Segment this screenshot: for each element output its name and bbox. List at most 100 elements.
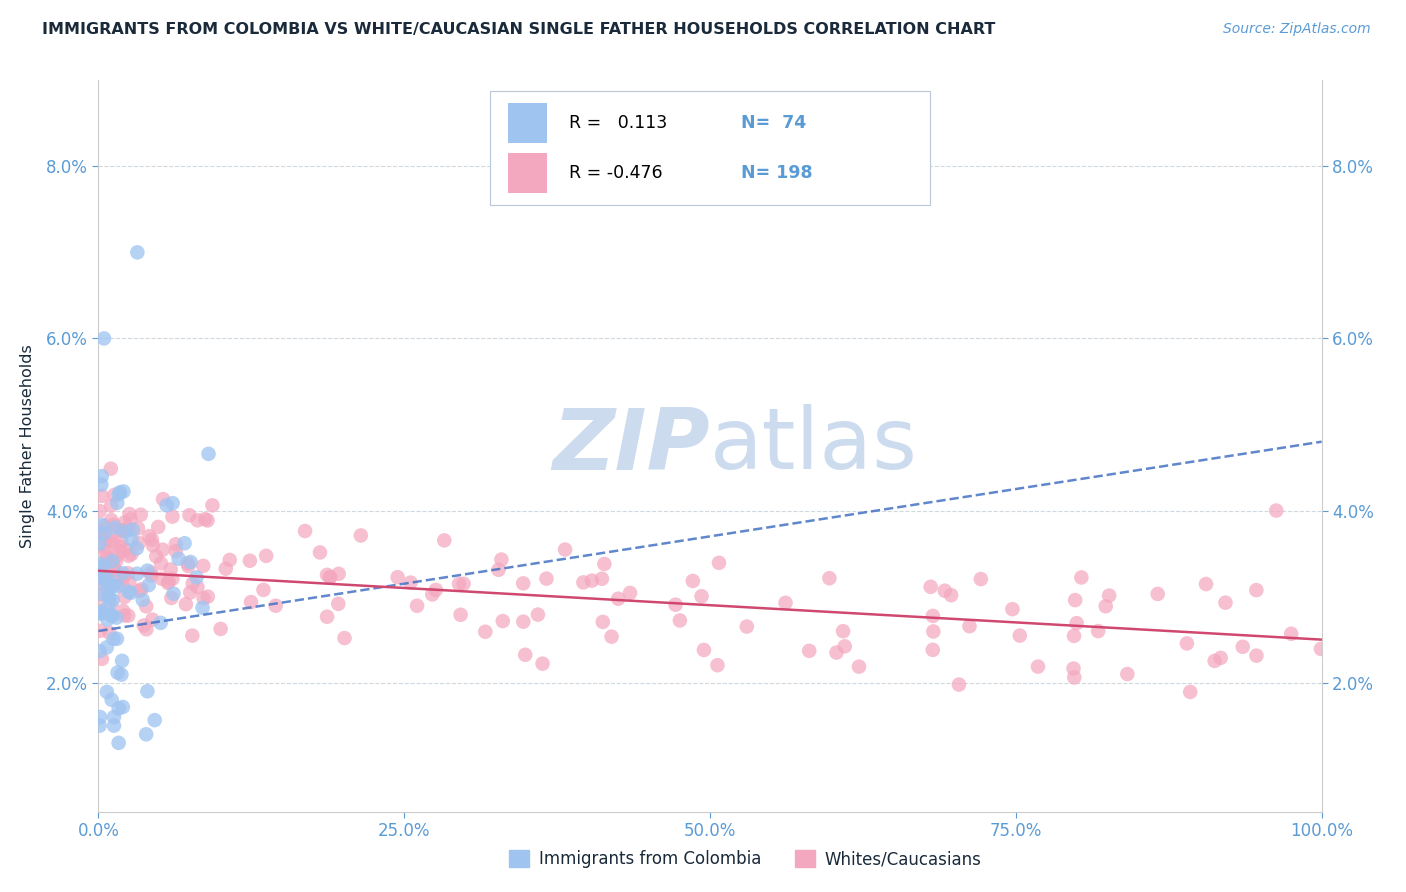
Point	[1063, 662, 1085, 676]
Point	[125, 541, 148, 556]
Point	[328, 566, 350, 581]
Point	[920, 580, 942, 594]
Point	[173, 536, 195, 550]
Point	[94, 518, 117, 533]
Point	[91, 518, 114, 533]
Point	[111, 604, 134, 618]
Point	[159, 562, 181, 576]
Point	[100, 693, 122, 707]
Point	[89, 572, 111, 586]
Point	[1309, 641, 1331, 656]
Point	[1087, 624, 1109, 639]
Point	[103, 632, 125, 646]
Point	[1001, 602, 1024, 616]
Point	[177, 559, 200, 574]
Point	[89, 524, 111, 538]
Point	[453, 576, 475, 591]
Point	[114, 590, 136, 604]
Point	[180, 555, 202, 569]
Point	[135, 727, 157, 741]
Point	[103, 517, 125, 532]
Point	[174, 597, 197, 611]
Point	[959, 619, 981, 633]
Point	[162, 509, 184, 524]
Point	[89, 525, 111, 540]
Point	[682, 574, 704, 588]
Point	[197, 590, 219, 604]
Point	[115, 542, 138, 557]
Point	[90, 587, 112, 601]
Point	[825, 646, 848, 660]
Point	[112, 484, 135, 499]
Point	[316, 567, 339, 582]
Point	[101, 554, 124, 568]
Point	[111, 523, 134, 537]
Point	[90, 477, 112, 491]
Point	[399, 575, 422, 590]
Point	[921, 609, 943, 624]
Point	[89, 539, 111, 553]
Point	[104, 563, 127, 577]
Point	[1232, 640, 1254, 654]
Point	[406, 599, 429, 613]
Point	[240, 595, 263, 609]
Point	[492, 614, 515, 628]
Point	[89, 624, 111, 638]
Point	[1279, 627, 1302, 641]
Point	[607, 591, 630, 606]
Point	[145, 549, 167, 564]
Point	[89, 504, 111, 518]
Point	[117, 584, 139, 599]
Point	[96, 544, 118, 558]
Point	[98, 591, 121, 606]
Point	[138, 529, 160, 543]
Point	[111, 700, 134, 714]
Point	[89, 644, 111, 658]
Point	[98, 625, 121, 640]
Point	[142, 538, 165, 552]
Point	[96, 685, 118, 699]
Point	[87, 567, 110, 582]
Point	[193, 591, 215, 606]
Point	[970, 572, 993, 586]
Point	[118, 507, 141, 521]
Point	[108, 485, 131, 500]
Y-axis label: Single Father Households: Single Father Households	[20, 344, 35, 548]
Point	[121, 547, 143, 561]
Point	[97, 577, 120, 591]
Point	[209, 622, 232, 636]
Point	[150, 572, 173, 586]
Point	[593, 557, 616, 571]
Point	[420, 587, 443, 601]
Point	[350, 528, 373, 542]
Point	[93, 559, 115, 574]
Point	[1146, 587, 1168, 601]
Point	[948, 677, 970, 691]
Point	[107, 736, 129, 750]
Point	[186, 570, 208, 584]
Point	[181, 629, 204, 643]
Point	[97, 560, 120, 574]
Point	[117, 608, 139, 623]
Point	[97, 590, 120, 604]
Point	[160, 591, 183, 605]
Point	[319, 570, 342, 584]
Point	[186, 513, 208, 527]
Point	[1180, 685, 1202, 699]
Point	[447, 577, 470, 591]
Point	[179, 508, 201, 523]
Point	[818, 571, 841, 585]
Point	[197, 447, 219, 461]
Point	[98, 577, 121, 591]
Point	[669, 614, 692, 628]
Point	[114, 524, 136, 539]
Point	[103, 561, 125, 575]
Point	[474, 624, 496, 639]
Point	[118, 575, 141, 590]
Point	[105, 632, 128, 646]
Point	[1246, 648, 1268, 663]
Point	[105, 610, 128, 624]
Point	[1063, 670, 1085, 684]
Point	[425, 582, 447, 597]
Point	[103, 488, 125, 502]
